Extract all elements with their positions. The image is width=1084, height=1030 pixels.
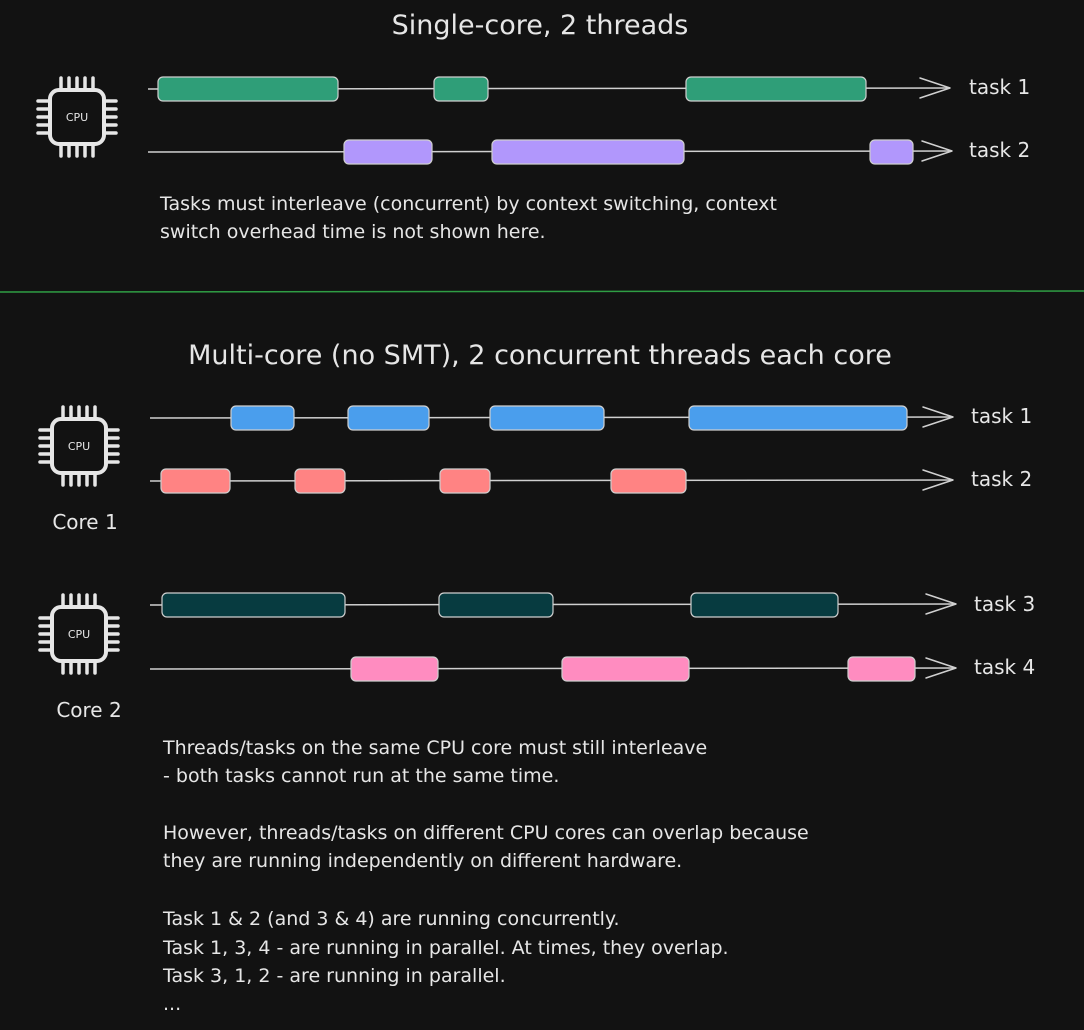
execution-block [347,405,430,431]
execution-block [350,656,439,682]
execution-block [160,468,231,494]
task-label: task 1 [969,75,1030,99]
arrow-head [922,406,954,428]
note-line: they are running independently on differ… [163,850,682,872]
timeline-task-1 [149,405,954,431]
arrow-head [921,140,953,162]
arrow-head [925,657,957,679]
task-label: task 2 [971,467,1032,491]
multi-core-section: Multi-core (no SMT), 2 concurrent thread… [38,340,1035,1015]
cpu-label: CPU [68,628,90,641]
execution-block [869,139,914,165]
execution-block [161,592,346,618]
core-label: Core 2 [56,698,121,722]
cpu-label: CPU [68,440,90,453]
multi-core-title: Multi-core (no SMT), 2 concurrent thread… [188,340,892,371]
note-line: Task 1, 3, 4 - are running in parallel. … [162,937,729,959]
execution-block [439,468,491,494]
multi-core-notes: Threads/tasks on the same CPU core must … [162,737,809,1015]
timeline-task-3 [149,592,957,618]
execution-block [489,405,605,431]
note-line: Tasks must interleave (concurrent) by co… [159,193,777,215]
arrow-head [922,469,954,491]
note-line: - both tasks cannot run at the same time… [163,765,559,787]
core-2-group: CPU Core 2 task 3 task 4 [38,592,1035,722]
core-1-group: CPU Core 1 task 1 task 2 [38,404,1032,534]
cpu-label: CPU [66,111,88,124]
execution-block [157,76,339,102]
execution-block [685,76,867,102]
execution-block [343,139,433,165]
execution-block [847,656,916,682]
execution-block [491,139,685,165]
note-line: Task 1 & 2 (and 3 & 4) are running concu… [162,908,620,930]
execution-block [561,656,690,682]
cpu-icon: CPU [36,76,118,158]
arrow-head [919,77,951,99]
timeline-task-2 [147,139,953,165]
timeline-task-4 [149,656,957,682]
core-label: Core 1 [52,510,117,534]
single-core-title: Single-core, 2 threads [392,10,689,41]
task-label: task 3 [974,592,1035,616]
task-label: task 2 [969,138,1030,162]
single-core-section: Single-core, 2 threads CPU task 1 task 2… [36,10,1030,243]
note-line: ... [163,993,181,1015]
execution-block [433,76,489,102]
section-divider [0,290,1084,293]
execution-block [610,468,687,494]
timeline-axis [149,667,957,670]
task-label: task 4 [974,655,1035,679]
execution-block [688,405,908,431]
timeline-task-1 [147,76,951,102]
execution-block [438,592,554,618]
note-line: switch overhead time is not shown here. [160,221,546,243]
note-line: Task 3, 1, 2 - are running in parallel. [162,965,506,987]
cpu-icon: CPU [38,593,120,675]
timeline-axis [149,479,954,482]
note-line: Threads/tasks on the same CPU core must … [162,737,707,759]
task-label: task 1 [971,404,1032,428]
timeline-task-2 [149,468,954,494]
execution-block [230,405,295,431]
execution-block [690,592,839,618]
execution-block [294,468,346,494]
cpu-icon: CPU [38,405,120,487]
note-line: However, threads/tasks on different CPU … [163,822,809,844]
arrow-head [925,593,957,615]
